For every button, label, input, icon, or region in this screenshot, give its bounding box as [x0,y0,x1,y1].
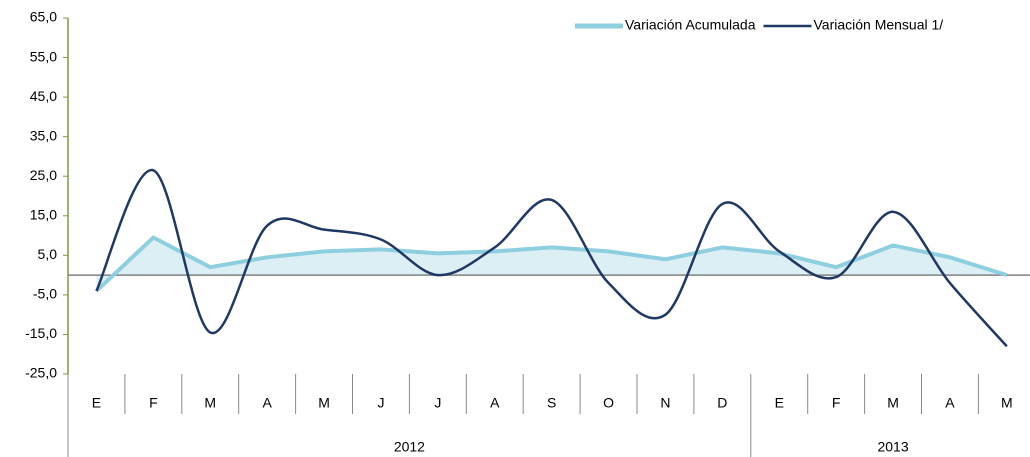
line [95,169,1008,348]
x-tick-label: M [318,395,330,411]
x-tick-label: A [262,395,272,411]
x-tick-label: D [717,395,727,411]
x-tick-label: J [377,395,384,411]
y-tick-label: -5,0 [33,286,57,302]
area-fill [96,237,1007,291]
x-tick-label: E [92,395,101,411]
x-tick-label: J [434,395,441,411]
y-tick-label: 45,0 [30,88,57,104]
x-tick-label: A [490,395,500,411]
group-label: 2013 [877,439,908,455]
group-label: 2012 [394,439,425,455]
x-tick-label: F [149,395,158,411]
x-tick-label: O [603,395,614,411]
legend-label: Variación Mensual 1/ [813,17,943,33]
x-tick-label: A [945,395,955,411]
x-tick-label: E [775,395,784,411]
x-tick-label: M [1001,395,1013,411]
y-tick-label: 35,0 [30,127,57,143]
y-tick-label: -25,0 [25,365,57,381]
x-tick-label: S [547,395,556,411]
y-tick-label: 5,0 [38,246,58,262]
y-tick-label: 65,0 [30,9,57,25]
legend-label: Variación Acumulada [625,17,756,33]
y-tick-label: -15,0 [25,325,57,341]
y-tick-label: 55,0 [30,48,57,64]
y-tick-label: 15,0 [30,206,57,222]
x-tick-label: F [832,395,841,411]
x-tick-label: M [887,395,899,411]
y-tick-label: 25,0 [30,167,57,183]
x-tick-label: M [204,395,216,411]
x-tick-label: N [660,395,670,411]
